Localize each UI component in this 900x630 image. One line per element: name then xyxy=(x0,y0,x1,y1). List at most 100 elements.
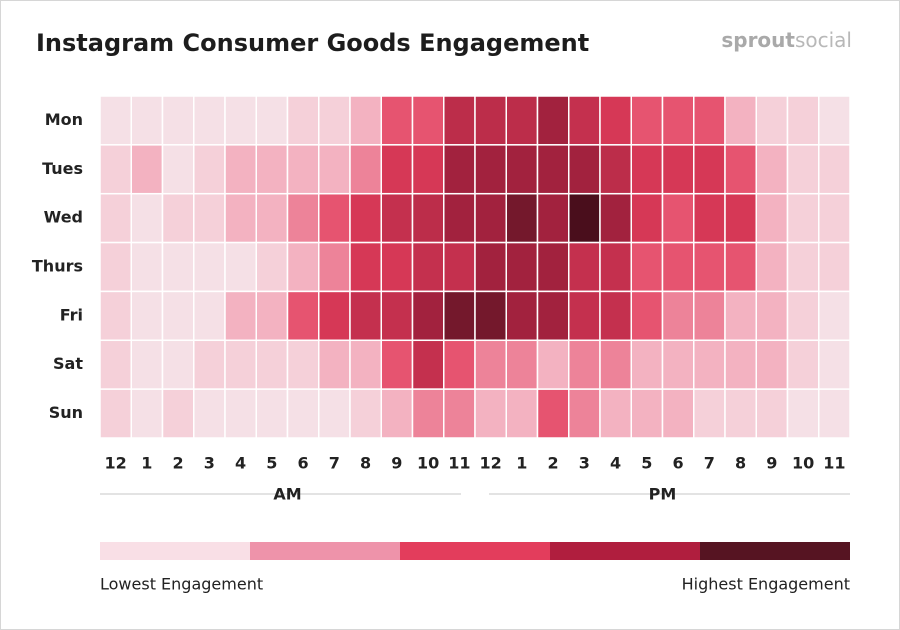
cell xyxy=(318,388,351,439)
cell xyxy=(224,388,257,439)
cell xyxy=(99,192,132,244)
cell xyxy=(99,339,132,390)
cell xyxy=(380,339,414,390)
cell xyxy=(286,144,320,195)
cell xyxy=(630,339,664,390)
cell xyxy=(224,290,257,342)
cell xyxy=(161,95,195,146)
x-tick-label: 6 xyxy=(298,454,309,473)
x-tick-label: 8 xyxy=(735,454,746,473)
cell xyxy=(568,388,601,439)
cell xyxy=(411,241,445,293)
cell xyxy=(130,241,164,293)
x-tick-label: 5 xyxy=(641,454,652,473)
cell xyxy=(693,388,726,439)
cell xyxy=(755,339,789,390)
cell xyxy=(786,339,820,390)
cell xyxy=(255,95,289,146)
brand-part: sprout xyxy=(721,28,795,52)
cell xyxy=(255,144,289,195)
cell xyxy=(380,144,414,195)
x-tick-label: 11 xyxy=(823,454,845,473)
cell xyxy=(786,95,820,146)
cell xyxy=(224,241,257,293)
cell xyxy=(661,241,695,293)
cell xyxy=(536,388,570,439)
row-label: Sat xyxy=(53,354,83,373)
cell xyxy=(443,192,476,244)
x-tick-label: 10 xyxy=(417,454,439,473)
cell xyxy=(474,95,507,146)
cell xyxy=(443,339,476,390)
cell xyxy=(255,290,289,342)
cell xyxy=(724,388,757,439)
cell xyxy=(599,388,632,439)
x-tick-label: 7 xyxy=(704,454,715,473)
cell xyxy=(411,192,445,244)
x-tick-label: 5 xyxy=(266,454,277,473)
cell xyxy=(380,241,414,293)
cell xyxy=(630,388,664,439)
cell xyxy=(255,241,289,293)
cell xyxy=(505,290,539,342)
cell xyxy=(318,339,351,390)
x-tick-label: 9 xyxy=(766,454,777,473)
row-label: Thurs xyxy=(32,257,83,276)
cell xyxy=(818,388,851,439)
cell xyxy=(661,192,695,244)
cell xyxy=(818,290,851,342)
row-label: Tues xyxy=(42,159,83,178)
cell xyxy=(349,95,382,146)
cell xyxy=(536,192,570,244)
cell xyxy=(755,388,789,439)
cell xyxy=(193,388,226,439)
cell xyxy=(724,241,757,293)
cell xyxy=(505,144,539,195)
cell xyxy=(349,388,382,439)
cell xyxy=(349,192,382,244)
cell xyxy=(786,241,820,293)
cell xyxy=(193,241,226,293)
cell xyxy=(755,95,789,146)
cell xyxy=(693,95,726,146)
cell xyxy=(661,290,695,342)
x-tick-label: 1 xyxy=(141,454,152,473)
cell xyxy=(130,144,164,195)
cell xyxy=(818,95,851,146)
cell xyxy=(318,241,351,293)
cell xyxy=(193,192,226,244)
cell xyxy=(380,388,414,439)
cell xyxy=(630,290,664,342)
cell xyxy=(380,192,414,244)
cell xyxy=(630,241,664,293)
cell xyxy=(724,144,757,195)
cell xyxy=(474,241,507,293)
cell xyxy=(474,290,507,342)
cell xyxy=(443,241,476,293)
x-tick-label: 2 xyxy=(548,454,559,473)
cell xyxy=(161,241,195,293)
cell xyxy=(443,290,476,342)
cell xyxy=(99,388,132,439)
cell xyxy=(99,290,132,342)
cell xyxy=(380,95,414,146)
brand-part: social xyxy=(795,28,852,52)
cell xyxy=(411,95,445,146)
cell xyxy=(443,95,476,146)
cell xyxy=(255,388,289,439)
legend-band xyxy=(400,542,550,560)
cell xyxy=(505,388,539,439)
cell xyxy=(599,241,632,293)
cell xyxy=(693,290,726,342)
cell xyxy=(130,95,164,146)
cell xyxy=(349,144,382,195)
x-tick-label: 11 xyxy=(448,454,470,473)
cell xyxy=(661,339,695,390)
cell xyxy=(536,241,570,293)
cell xyxy=(505,192,539,244)
legend-band xyxy=(100,542,250,560)
cell xyxy=(693,144,726,195)
cell xyxy=(630,192,664,244)
cell xyxy=(474,339,507,390)
cell xyxy=(818,144,851,195)
